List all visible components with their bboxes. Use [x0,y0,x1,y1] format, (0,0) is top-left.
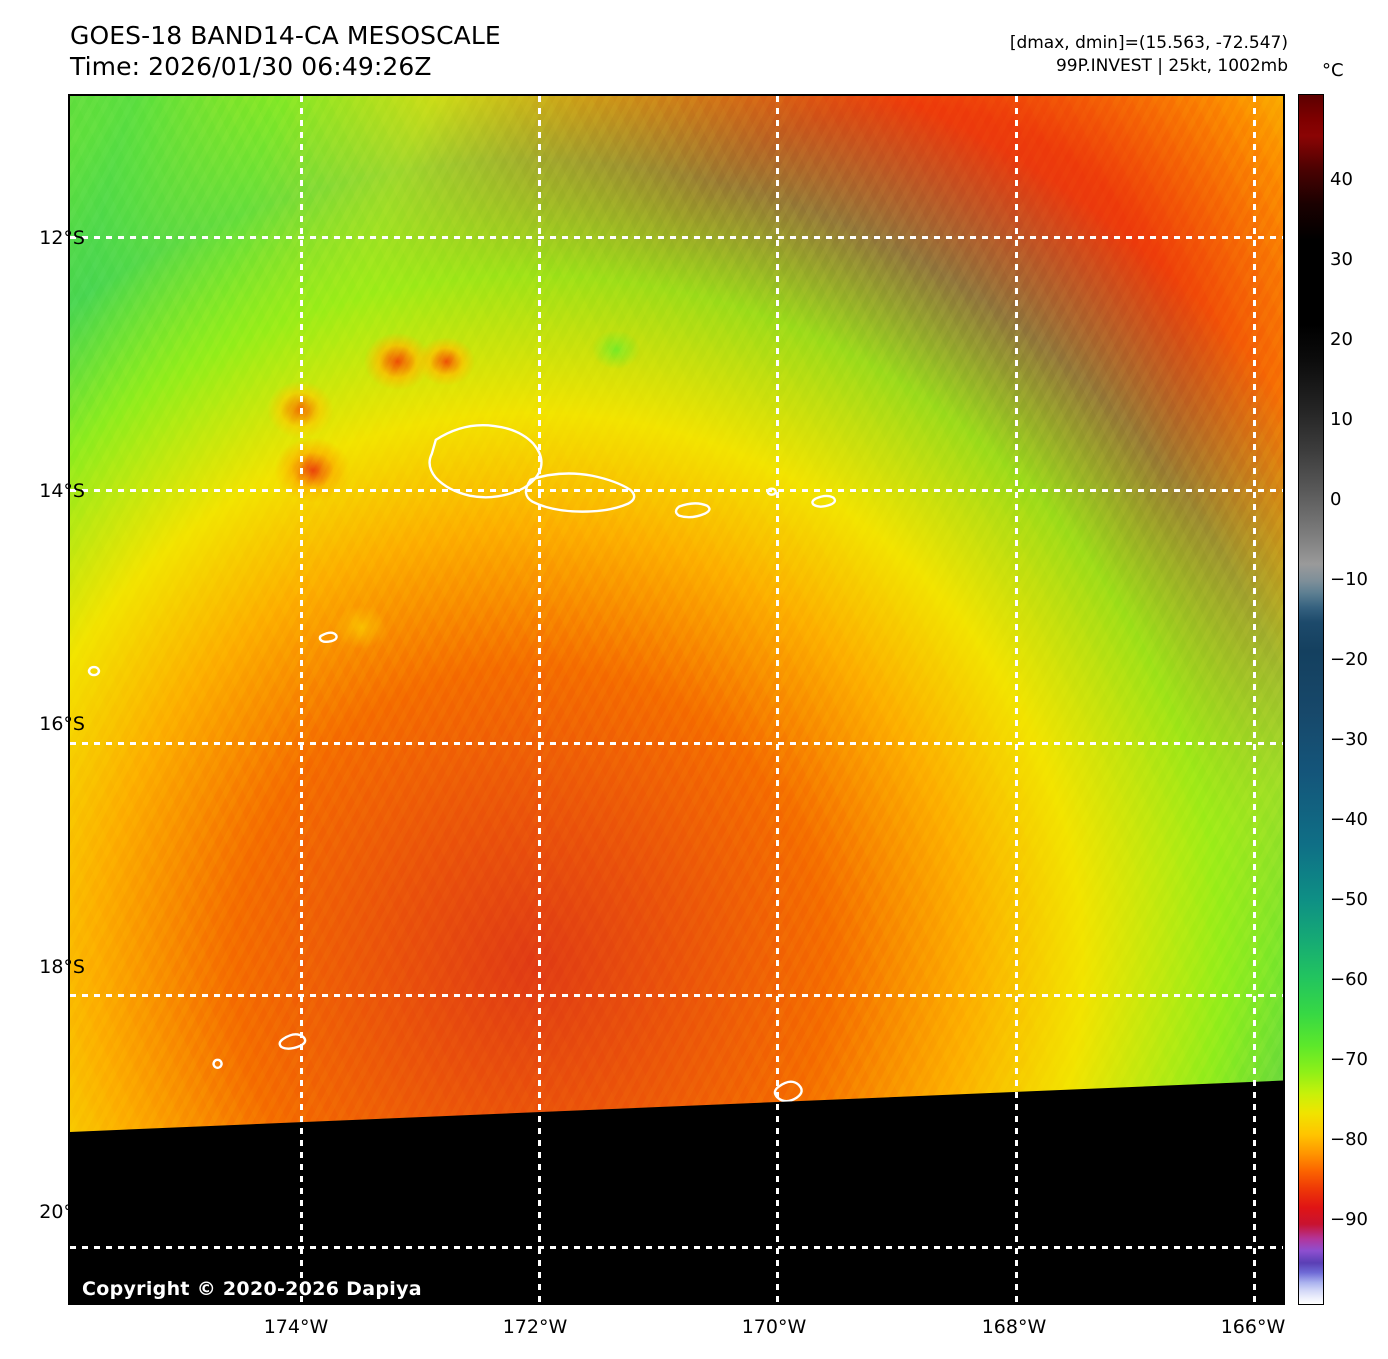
colorbar-tick-m40: −40 [1330,809,1368,830]
xtick-label-166w: 166°W [1220,1316,1286,1338]
colorbar-tick-30: 30 [1330,249,1353,270]
ytick-label-20s: 20°S [39,1201,85,1223]
islet-outline-f [212,1058,223,1069]
storm-info-label: 99P.INVEST | 25kt, 1002mb [1055,56,1288,76]
ytick-label-18s: 18°S [39,956,85,978]
savaii-outline [428,424,543,499]
xtick-label-172w: 172°W [502,1316,568,1338]
xtick-label-170w: 170°W [741,1316,807,1338]
title-block: GOES-18 BAND14-CA MESOSCALE Time: 2026/0… [70,20,501,82]
colorbar-tick-m70: −70 [1330,1049,1368,1070]
colorbar-tick-10: 10 [1330,409,1353,430]
islet-outline-e [278,1033,307,1050]
colorbar-tick-m10: −10 [1330,569,1368,590]
tutuila-outline [674,502,711,519]
colorbar-tick-m60: −60 [1330,969,1368,990]
xtick-label-174w: 174°W [263,1316,329,1338]
colorbar-tick-m20: −20 [1330,649,1368,670]
islet-outline-a [811,494,837,508]
islet-outline-g [773,1080,803,1103]
ytick-label-12s: 12°S [39,227,85,249]
colorbar-tick-m50: −50 [1330,889,1368,910]
colorbar-unit-label: °C [1322,60,1344,81]
islet-outline-b [766,487,777,496]
metadata-block: [dmax, dmin]=(15.563, -72.547) 99P.INVES… [1010,32,1288,78]
satellite-image-plot[interactable] [68,94,1285,1305]
copyright-label: Copyright © 2020-2026 Dapiya [82,1278,422,1300]
colorbar-tick-m80: −80 [1330,1129,1368,1150]
colorbar-tick-m90: −90 [1330,1209,1368,1230]
islet-outline-c [318,631,338,644]
islet-outline-d [87,665,101,677]
upolu-outline [524,472,636,513]
colorbar-tick-0: 0 [1330,489,1342,510]
xtick-label-168w: 168°W [981,1316,1047,1338]
product-title: GOES-18 BAND14-CA MESOSCALE [70,21,501,50]
ytick-label-14s: 14°S [39,480,85,502]
infrared-raster [70,96,1283,1303]
colorbar-tick-40: 40 [1330,169,1353,190]
ytick-label-16s: 16°S [39,713,85,735]
colorbar[interactable] [1298,94,1324,1305]
colorbar-tick-20: 20 [1330,329,1353,350]
colorbar-tick-m30: −30 [1330,729,1368,750]
timestamp-label: Time: 2026/01/30 06:49:26Z [70,52,432,81]
dmax-dmin-label: [dmax, dmin]=(15.563, -72.547) [1009,33,1288,53]
